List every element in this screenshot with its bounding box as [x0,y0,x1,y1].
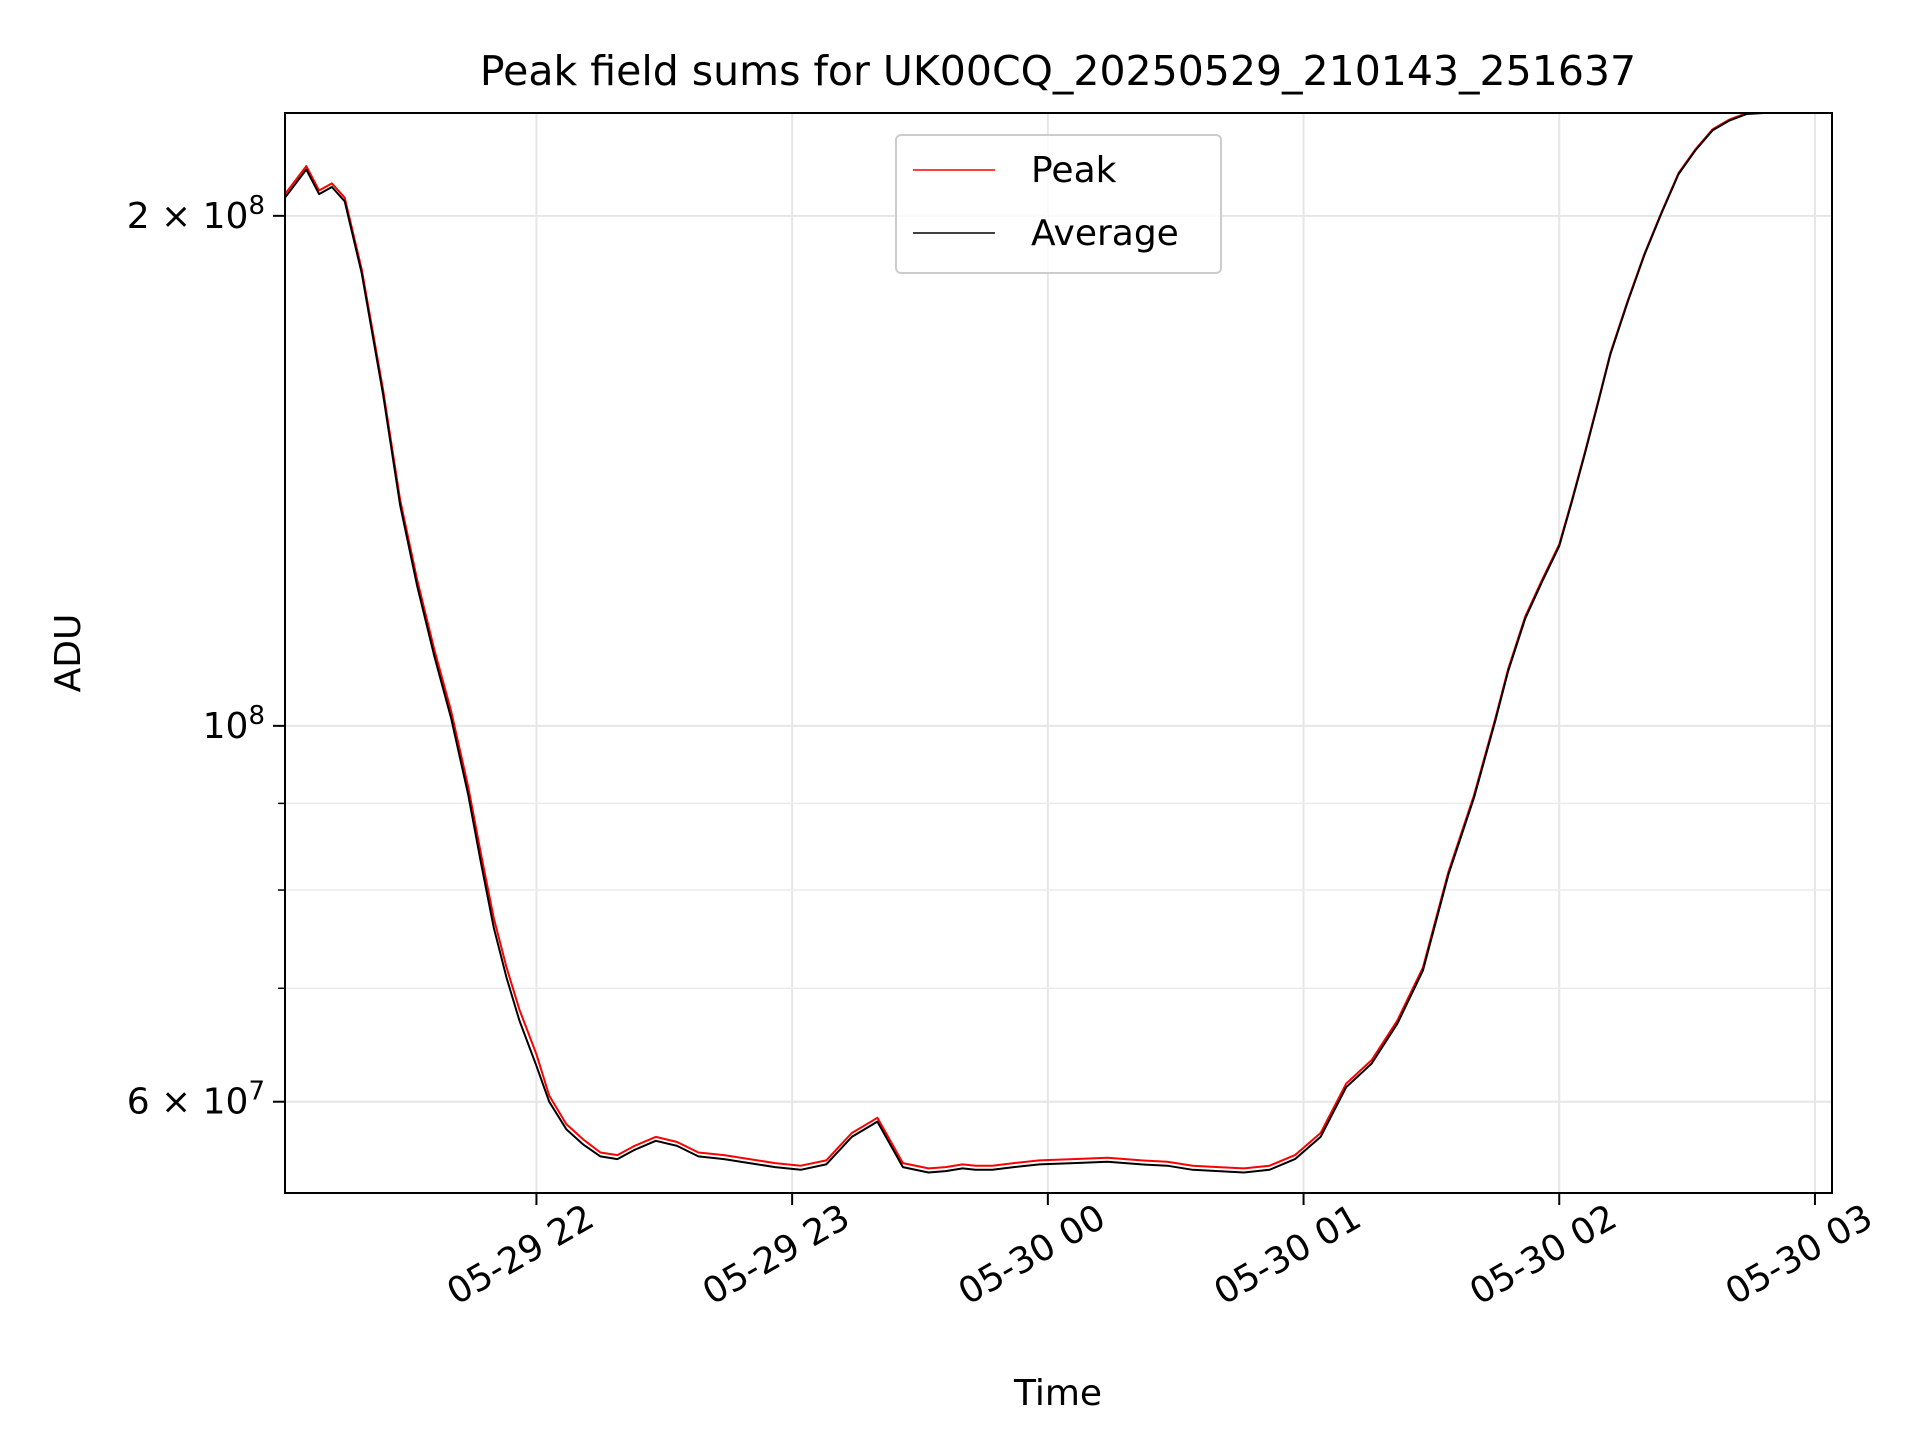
y-tick-label: 108 [203,701,265,747]
series-lines [284,112,1790,1174]
series-line-average [284,112,1790,1174]
plot-area-frame [284,112,1833,1194]
plot-area-background [285,113,1832,1193]
grid-lines [285,113,1832,1193]
y-axis-label: ADU [48,614,89,693]
y-tick-label-exponent: 8 [248,191,265,221]
chart-title: Peak field sums for UK00CQ_20250529_2101… [480,47,1636,95]
y-tick-label-base: 10 [203,706,249,747]
legend-label-peak: Peak [1031,150,1117,191]
y-tick-label-exponent: 7 [248,1077,265,1107]
legend: Peak Average [895,134,1222,274]
x-axis-label: Time [1013,1373,1102,1414]
y-tick-label: 6 × 107 [127,1077,265,1123]
y-tick-label-exponent: 8 [248,701,265,731]
y-tick-label-base: 2 × 10 [127,196,249,237]
legend-label-average: Average [1031,213,1179,254]
y-tick-label-base: 6 × 10 [127,1082,249,1123]
y-tick-label: 2 × 108 [127,191,265,237]
